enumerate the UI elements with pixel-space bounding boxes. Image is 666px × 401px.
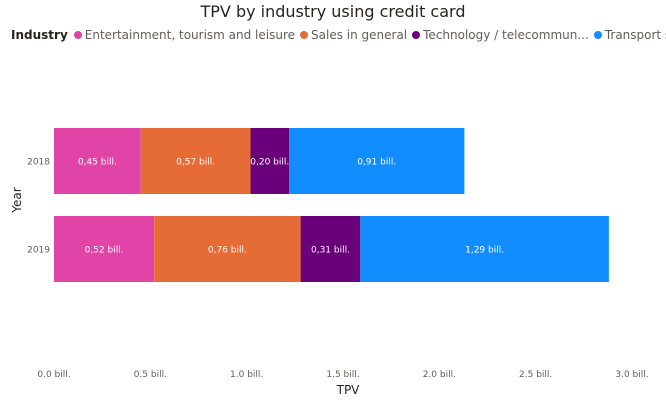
legend-title: Industry [11, 28, 68, 42]
chart-title: TPV by industry using credit card [200, 2, 466, 21]
y-tick-label: 2018 [27, 158, 50, 168]
legend-marker-icon [300, 31, 309, 39]
legend-label: Sales in general [311, 28, 408, 42]
x-axis-title: TPV [336, 383, 361, 397]
bar-segment-2019-0[interactable] [54, 216, 155, 282]
data-label: 0,91 bill. [357, 158, 396, 168]
legend-item-transport[interactable]: Transport services [593, 28, 666, 42]
x-tick-label: 1.5 bill. [326, 370, 359, 380]
x-tick-label: 1.0 bill. [230, 370, 263, 380]
legend-marker-icon [593, 31, 602, 39]
data-label: 1,29 bill. [465, 246, 504, 256]
data-label: 0,76 bill. [208, 246, 247, 256]
data-label: 0,57 bill. [176, 158, 215, 168]
legend-label: Transport services [604, 28, 666, 42]
legend[interactable]: Industry Entertainment, tourism and leis… [11, 26, 666, 44]
legend-item-technology[interactable]: Technology / telecommun... [412, 28, 589, 42]
bar-segment-2019-3[interactable] [360, 216, 609, 282]
data-label: 0,45 bill. [78, 158, 117, 168]
x-tick-label: 3.0 bill. [615, 370, 648, 380]
legend-item-sales[interactable]: Sales in general [300, 28, 407, 42]
x-tick-label: 0.5 bill. [134, 370, 167, 380]
legend-label: Entertainment, tourism and leisure [84, 28, 296, 42]
bar-segment-2019-1[interactable] [154, 216, 301, 282]
bar-segment-2018-0[interactable] [54, 128, 141, 194]
data-label: 0,31 bill. [311, 246, 350, 256]
data-label: 0,52 bill. [85, 246, 124, 256]
x-tick-label: 2.0 bill. [423, 370, 456, 380]
x-tick-label: 2.5 bill. [519, 370, 552, 380]
x-tick-label: 0.0 bill. [37, 370, 70, 380]
legend-marker-icon [73, 31, 82, 39]
legend-marker-icon [412, 31, 421, 39]
bar-segment-2018-3[interactable] [289, 128, 465, 194]
bar-segment-2018-2[interactable] [250, 128, 290, 194]
bar-segment-2018-1[interactable] [140, 128, 251, 194]
y-axis-title: Year [10, 187, 24, 213]
legend-item-entertainment[interactable]: Entertainment, tourism and leisure [73, 28, 296, 42]
bar-segment-2019-2[interactable] [300, 216, 361, 282]
data-label: 0,20 bill. [250, 158, 289, 168]
y-tick-label: 2019 [27, 246, 50, 256]
legend-label: Technology / telecommun... [423, 28, 589, 42]
